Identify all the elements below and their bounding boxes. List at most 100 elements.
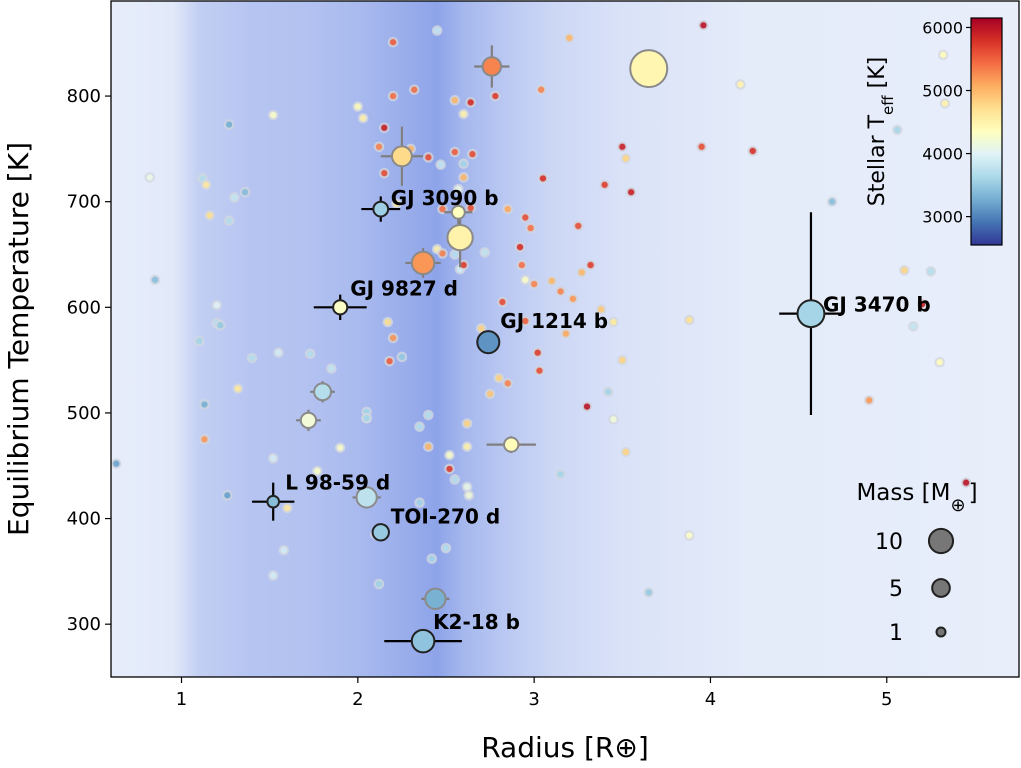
colorbar-tick-label: 4000 (922, 145, 963, 164)
background-planet-point (608, 413, 619, 425)
background-planet-point (223, 215, 235, 226)
background-planet-point (211, 299, 223, 311)
background-planet-point (449, 249, 461, 260)
background-planet-point (449, 474, 461, 485)
plot-frame (110, 0, 1020, 678)
background-planet-point (934, 356, 945, 368)
background-planet-point (382, 316, 394, 328)
background-planet-point (431, 25, 443, 36)
background-planet-point (378, 122, 390, 134)
background-planet-point (617, 141, 628, 153)
background-planet-point (564, 32, 575, 44)
background-planet-point (567, 293, 579, 305)
background-planet-point (581, 401, 593, 412)
highlighted-planet-point (424, 587, 447, 611)
background-planet-point (528, 278, 540, 290)
x-tick-label: 5 (881, 689, 892, 710)
size-legend-title: Mass [M⊕] (856, 480, 977, 516)
background-planet-point (537, 173, 549, 184)
background-planet-point (200, 179, 212, 191)
background-planet-point (458, 172, 469, 183)
background-planet-point (273, 347, 284, 359)
labeled-planet-point (371, 523, 390, 542)
planet-label: L 98-59 d (285, 471, 390, 495)
labeled-planet-point (372, 200, 390, 218)
background-planet-point (683, 530, 695, 541)
background-planet-point (204, 210, 216, 221)
background-planet-point (423, 409, 434, 421)
x-axis-title: Radius [R⊕] (481, 731, 649, 764)
background-planet-point (232, 383, 244, 394)
background-planet-point (437, 248, 448, 259)
y-axis-ticks: 300 400 500 600 700 800 (67, 86, 111, 635)
background-planet-point (246, 352, 258, 364)
colorbar: 3000 4000 5000 6000 Stellar Teff [K] (865, 17, 1003, 246)
planet-label: GJ 3470 b (823, 293, 931, 317)
background-planet-point (373, 578, 385, 590)
background-planet-point (458, 108, 469, 120)
background-planet-point (484, 388, 496, 400)
background-planet-point (408, 84, 420, 96)
highlighted-planet-point (390, 145, 413, 168)
background-planet-point (378, 167, 390, 179)
colorbar-tick-label: 3000 (922, 208, 963, 227)
background-planet-point (502, 378, 513, 389)
planet-label: K2-18 b (433, 610, 520, 634)
planet-labels: GJ 3090 b GJ 9827 d GJ 1214 b GJ 3470 b L 98… (285, 186, 931, 634)
background-planet-point (465, 97, 476, 108)
background-planet-point (490, 90, 501, 102)
x-axis-ticks: 1 2 3 4 5 (176, 677, 892, 710)
background-planet-point (357, 112, 369, 124)
background-planet-point (747, 145, 759, 157)
background-planet-point (222, 490, 233, 501)
highlighted-planet-point (355, 486, 378, 509)
labeled-planet-point (476, 330, 501, 355)
background-planet-point (576, 267, 588, 278)
background-planet-point (435, 159, 447, 171)
background-planet-point (617, 354, 628, 366)
highlighted-planet-point (299, 411, 318, 429)
background-planet-point (144, 172, 156, 183)
background-planet-point (111, 458, 122, 469)
planet-label: TOI-270 d (391, 504, 500, 528)
y-tick-label: 800 (67, 86, 101, 107)
background-planet-point (620, 446, 632, 458)
background-planet-point (352, 101, 364, 112)
background-planet-point (826, 196, 838, 207)
highlighted-planet-point (503, 436, 520, 453)
background-planet-point (449, 146, 461, 158)
background-planet-point (525, 222, 536, 234)
background-planet-point (361, 412, 372, 424)
background-planet-point (463, 490, 475, 501)
background-planet-point (223, 119, 235, 130)
y-axis-title: Equilibrium Temperature [K] (2, 142, 35, 536)
x-tick-label: 2 (352, 689, 363, 710)
background-planet-point (643, 587, 655, 598)
background-planet-point (532, 347, 543, 359)
background-planet-point (239, 186, 251, 198)
background-planet-point (698, 19, 709, 31)
highlighted-planet-point (313, 382, 332, 402)
background-planet-point (458, 158, 469, 169)
background-planet-point (278, 544, 290, 556)
background-planet-point (414, 421, 425, 432)
background-planet-point (516, 259, 528, 271)
background-planet-point (620, 153, 632, 164)
background-planet-point (311, 465, 323, 477)
background-planet-point (493, 372, 505, 384)
background-planet-point (199, 399, 210, 410)
background-planet-point (863, 394, 875, 406)
background-planet-point (467, 148, 478, 160)
background-planet-point (937, 49, 949, 61)
background-planet-point (334, 442, 346, 454)
colorbar-title: Stellar Teff [K] (865, 57, 897, 206)
background-planet-point (572, 220, 584, 232)
y-tick-label: 300 (67, 614, 101, 635)
x-tick-label: 3 (528, 689, 539, 710)
labeled-planet-point (266, 494, 281, 509)
background-planet-point (555, 468, 566, 480)
background-planet-point (535, 84, 547, 96)
background-planet-point (560, 328, 572, 340)
background-planet-point (735, 79, 746, 90)
highlighted-planet-point (450, 204, 466, 220)
